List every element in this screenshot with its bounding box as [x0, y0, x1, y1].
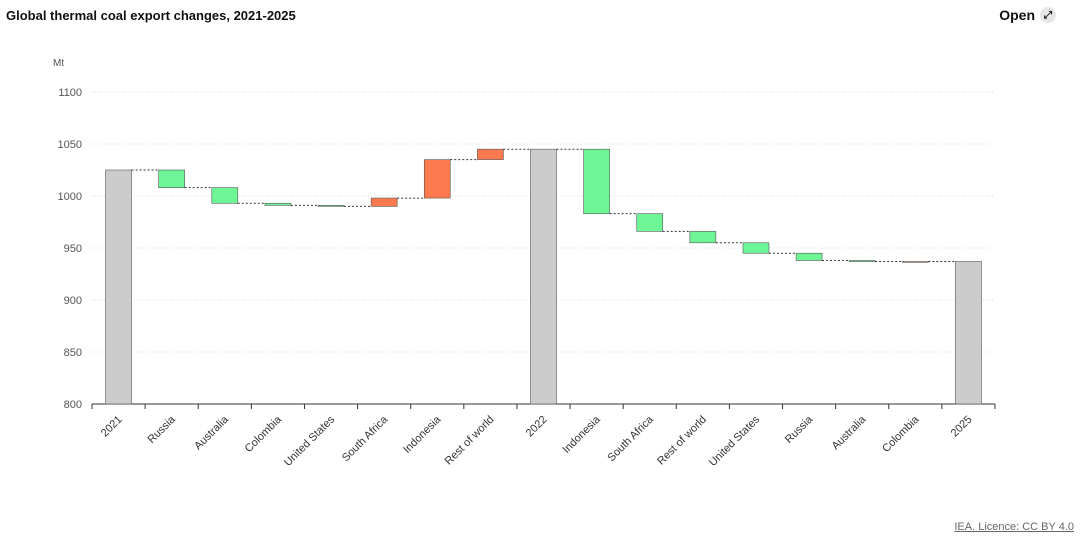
x-tick-label: 2021: [99, 414, 125, 440]
bar: [795, 252, 823, 261]
x-tick-label: Rest of world: [443, 414, 497, 468]
bar: [689, 231, 717, 244]
y-tick-label: 800: [64, 399, 82, 411]
y-tick-label: 1000: [58, 191, 82, 203]
x-tick-label: Colombia: [243, 413, 285, 455]
bar: [636, 213, 664, 232]
open-icon[interactable]: ⤢: [1040, 7, 1056, 23]
x-tick-label: United States: [282, 413, 338, 469]
source-link[interactable]: IEA. Licence: CC BY 4.0: [954, 521, 1074, 533]
y-tick-label: 850: [64, 347, 82, 359]
x-tick-label: Indonesia: [401, 413, 444, 456]
bar: [211, 187, 239, 204]
open-button[interactable]: Open ⤢: [999, 7, 1056, 23]
x-tick-label: Russia: [783, 413, 816, 446]
bar: [158, 169, 185, 188]
y-tick-label: 1100: [58, 87, 82, 99]
chart: Mt 800 850 900 950 1000 1050 1100 2021 Russia Aus…: [53, 58, 996, 469]
y-tick-label: 1050: [58, 139, 82, 151]
x-tick-label: Australia: [192, 413, 231, 452]
bar: [317, 205, 345, 207]
y-axis-label: Mt: [53, 58, 64, 69]
bar: [477, 148, 504, 160]
bar: [105, 169, 132, 405]
chart-title: Global thermal coal export changes, 2021…: [6, 8, 296, 23]
x-tick-label: Rest of world: [655, 414, 709, 468]
x-tick-label: Colombia: [880, 413, 922, 455]
x-tick-label: United States: [707, 413, 763, 469]
open-label[interactable]: Open: [999, 7, 1035, 23]
x-tick-label: Russia: [146, 413, 179, 446]
bar: [264, 202, 292, 206]
bar: [955, 261, 982, 405]
bar: [423, 159, 451, 199]
x-tick-label: South Africa: [340, 413, 391, 464]
bar: [370, 197, 398, 207]
bar: [902, 261, 929, 263]
y-tick-label: 900: [64, 295, 82, 307]
x-tick-label: Australia: [830, 413, 869, 452]
x-tick-label: 2025: [949, 414, 975, 440]
bar: [530, 148, 557, 405]
bar: [742, 242, 770, 254]
x-tick-label: Indonesia: [561, 413, 604, 456]
x-tick-label: South Africa: [605, 413, 656, 464]
y-tick-label: 950: [64, 243, 82, 255]
bar: [848, 260, 876, 262]
x-tick-label: 2022: [524, 414, 550, 440]
bar: [583, 148, 610, 214]
